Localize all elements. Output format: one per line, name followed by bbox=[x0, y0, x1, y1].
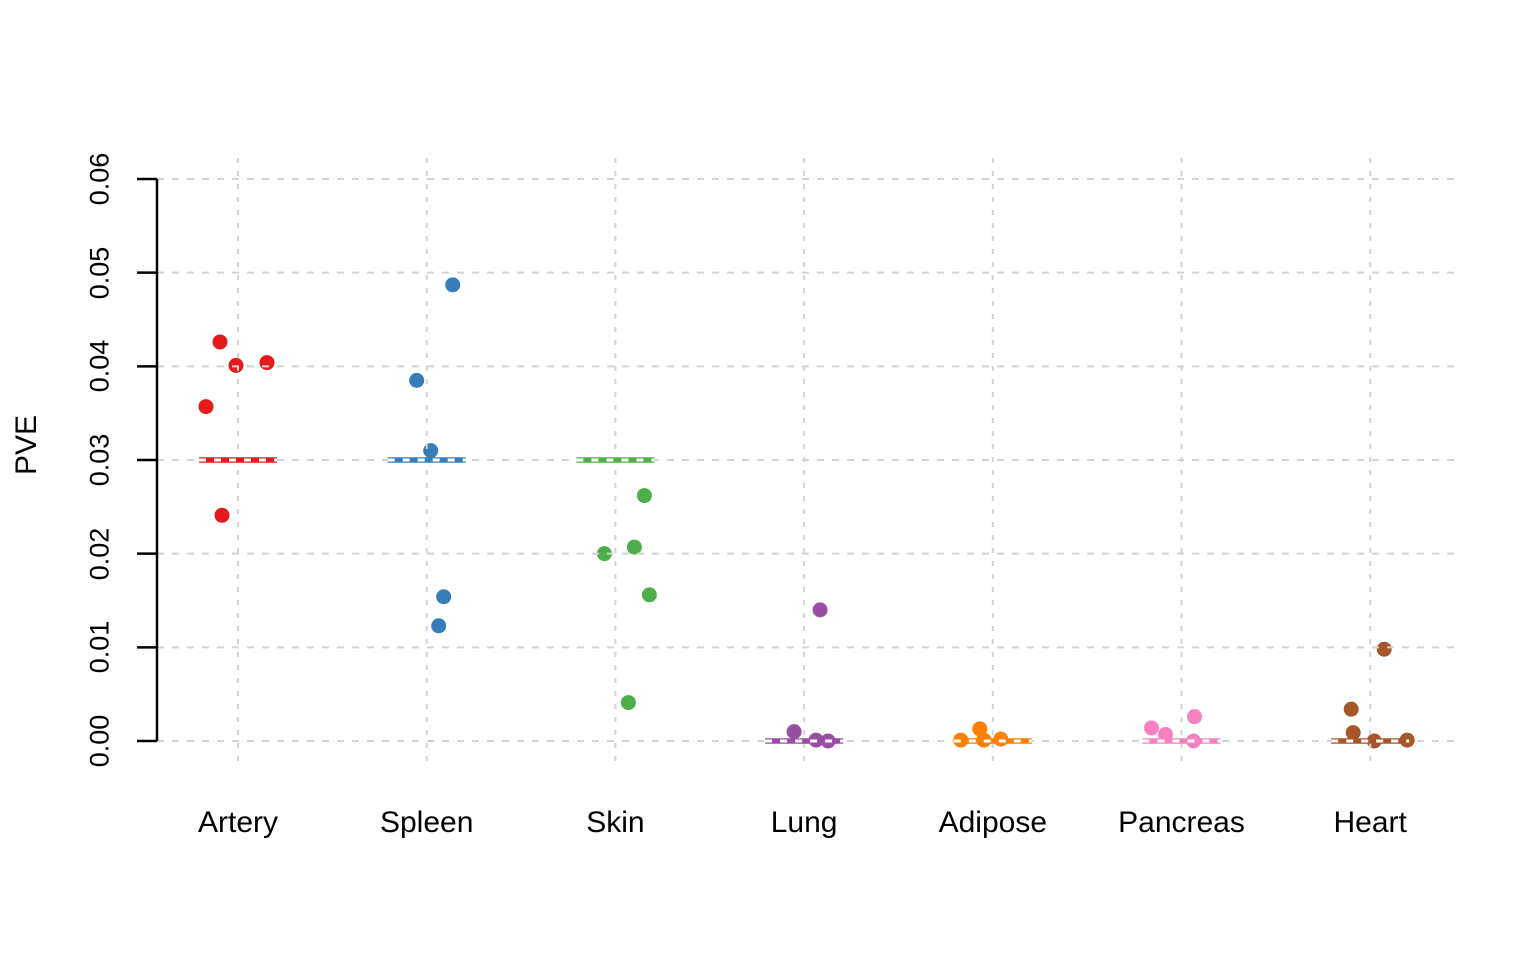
x-category-label: Spleen bbox=[379, 806, 474, 839]
data-point bbox=[812, 602, 828, 618]
data-point bbox=[636, 488, 652, 504]
y-tick-label: 0.06 bbox=[84, 152, 115, 206]
data-point bbox=[1343, 701, 1359, 717]
data-point bbox=[626, 539, 642, 555]
y-tick-label: 0.01 bbox=[84, 621, 115, 674]
data-point bbox=[1345, 725, 1361, 741]
data-point bbox=[596, 546, 612, 562]
y-tick-label: 0.05 bbox=[84, 246, 115, 299]
data-point bbox=[641, 587, 657, 603]
data-point bbox=[198, 399, 214, 415]
data-point bbox=[409, 372, 425, 388]
data-point bbox=[436, 589, 452, 605]
x-category-label: Pancreas bbox=[1118, 806, 1245, 839]
data-point bbox=[620, 695, 636, 711]
x-category-label: Artery bbox=[197, 806, 279, 839]
data-point bbox=[259, 355, 275, 371]
data-point bbox=[1158, 726, 1173, 742]
data-point bbox=[786, 724, 802, 740]
x-category-label: Lung bbox=[770, 806, 838, 839]
data-point bbox=[212, 334, 228, 350]
y-tick-label: 0.04 bbox=[84, 340, 115, 393]
y-axis-title: PVE bbox=[10, 414, 43, 476]
data-point bbox=[445, 277, 461, 293]
data-point bbox=[1376, 641, 1392, 657]
data-point bbox=[423, 443, 439, 459]
x-category-label: Heart bbox=[1333, 806, 1407, 839]
y-tick-label: 0.00 bbox=[84, 714, 115, 768]
x-category-label: Skin bbox=[586, 806, 645, 839]
data-point bbox=[1144, 720, 1159, 736]
x-category-label: Adipose bbox=[938, 806, 1048, 839]
data-point bbox=[1187, 709, 1202, 725]
data-point bbox=[214, 507, 230, 523]
y-tick-label: 0.03 bbox=[84, 433, 115, 487]
y-tick-label: 0.02 bbox=[84, 527, 115, 580]
data-point bbox=[431, 618, 447, 634]
